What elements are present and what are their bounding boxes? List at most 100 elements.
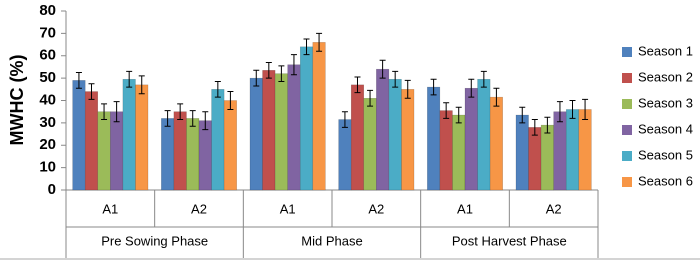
y-tick-label: 50 <box>39 69 56 86</box>
error-bar <box>354 76 361 94</box>
error-bar <box>265 61 272 79</box>
y-tick-label: 60 <box>39 47 56 64</box>
error-bar <box>519 106 526 124</box>
bar <box>401 89 415 191</box>
error-bar <box>569 100 576 119</box>
bar <box>528 127 542 191</box>
group-label: Mid Phase <box>301 233 362 248</box>
error-bar <box>404 79 411 99</box>
error-bar <box>164 110 171 127</box>
error-bar <box>556 101 563 123</box>
error-bar <box>202 111 209 131</box>
error-bar <box>290 54 297 76</box>
error-bar <box>88 83 95 100</box>
legend-label: Season 1 <box>638 43 693 58</box>
bar <box>110 111 124 191</box>
legend-label: Season 2 <box>638 69 693 84</box>
bar <box>464 87 478 191</box>
bar <box>338 119 352 191</box>
bar <box>173 111 187 191</box>
legend-label: Season 4 <box>638 121 693 136</box>
error-bar <box>531 119 538 136</box>
bar <box>565 109 580 191</box>
y-tick-label: 20 <box>39 136 56 153</box>
error-bar <box>468 78 475 98</box>
bar <box>223 100 237 191</box>
error-bar <box>138 75 145 95</box>
legend-label: Season 3 <box>638 95 693 110</box>
bar <box>477 78 491 191</box>
error-bar <box>189 110 196 127</box>
error-bar <box>443 102 450 119</box>
error-bar <box>367 89 374 107</box>
bar <box>515 114 529 191</box>
x-tick-label: A1 <box>102 201 118 216</box>
error-bar <box>126 70 133 88</box>
x-tick-label: A2 <box>368 201 384 216</box>
legend-label: Season 6 <box>638 173 693 188</box>
error-bar <box>455 106 462 124</box>
group-label: Pre Sowing Phase <box>101 233 208 248</box>
bar <box>122 78 136 191</box>
legend-swatch <box>622 47 632 57</box>
y-tick-label: 0 <box>48 181 56 198</box>
y-tick-label: 10 <box>39 159 56 176</box>
y-tick-label: 30 <box>39 114 56 131</box>
bar <box>274 73 288 191</box>
error-bar <box>177 103 184 121</box>
error-bar <box>75 72 82 89</box>
y-tick-label: 70 <box>39 24 56 41</box>
error-bar <box>493 87 500 107</box>
error-bar <box>113 101 120 123</box>
error-bar <box>316 32 323 52</box>
bar <box>287 64 301 191</box>
y-tick-label: 80 <box>39 2 56 19</box>
x-tick-label: A1 <box>280 201 296 216</box>
bar <box>198 120 212 191</box>
x-tick-label: A2 <box>191 201 207 216</box>
bar <box>540 124 554 191</box>
error-bar <box>379 59 386 79</box>
error-bar <box>544 116 551 134</box>
bar <box>135 84 149 191</box>
bar <box>186 118 200 191</box>
bar <box>299 46 314 191</box>
bar <box>72 80 86 191</box>
error-bar <box>227 91 234 110</box>
bar <box>97 111 111 191</box>
bar <box>489 96 503 191</box>
bar <box>350 84 365 191</box>
bar <box>452 114 466 191</box>
error-bar <box>278 65 285 82</box>
error-bar <box>101 103 108 121</box>
legend-swatch <box>622 177 632 187</box>
legend-swatch <box>622 73 632 83</box>
error-bar <box>253 69 260 87</box>
error-bar <box>582 98 589 121</box>
error-bar <box>303 38 310 56</box>
x-tick-label: A1 <box>457 201 473 216</box>
y-axis-label: MWHC (%) <box>7 55 27 146</box>
bar <box>388 78 402 191</box>
bar <box>376 68 390 191</box>
error-bar <box>214 80 221 98</box>
bar <box>312 42 326 191</box>
bar <box>363 98 377 191</box>
error-bar <box>430 78 437 96</box>
group-label: Post Harvest Phase <box>452 233 567 248</box>
bar <box>161 118 175 191</box>
bar <box>553 111 567 191</box>
error-bar <box>341 111 348 128</box>
y-tick-label: 40 <box>39 91 56 108</box>
bar <box>439 110 453 191</box>
bar <box>262 70 276 191</box>
x-tick-label: A2 <box>546 201 562 216</box>
legend-swatch <box>622 99 632 109</box>
bar <box>578 109 592 191</box>
error-bar <box>392 70 399 88</box>
bar <box>249 77 263 191</box>
legend-label: Season 5 <box>638 147 693 162</box>
bar <box>84 91 99 191</box>
error-bar <box>480 70 487 88</box>
